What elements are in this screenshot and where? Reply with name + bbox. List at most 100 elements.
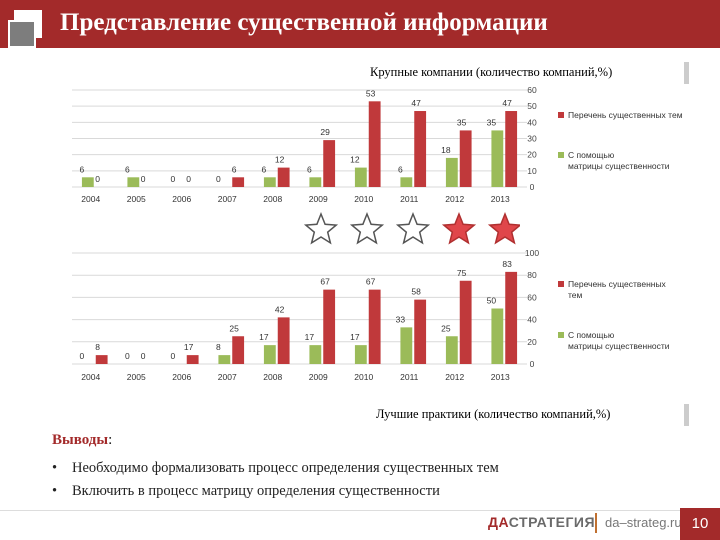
bullet-icon: • — [52, 460, 58, 476]
chart2-bar-green — [218, 355, 231, 364]
chart1-label-green: 35 — [487, 117, 497, 127]
chart1-bar-red — [414, 111, 427, 187]
chart1-label-red: 47 — [411, 98, 421, 108]
conclusion-item: • Необходимо формализовать процесс опреде… — [52, 460, 499, 483]
chart2-category: 2012 — [445, 372, 464, 382]
chart1-category: 2009 — [309, 194, 328, 204]
chart1-ytick: 30 — [527, 134, 537, 144]
logo-rest: СТРАТЕГИЯ — [508, 514, 596, 530]
star-filled-icon — [487, 212, 520, 245]
chart2-label-red: 67 — [320, 277, 330, 287]
chart1-label-red: 47 — [502, 98, 512, 108]
conclusion-item: • Включить в процесс матрицу определения … — [52, 483, 499, 506]
chart2-bar-red — [505, 271, 518, 364]
chart2-label-green: 50 — [487, 296, 497, 306]
chart2-ytick: 20 — [527, 337, 537, 347]
chart2-bar-green — [354, 345, 367, 364]
chart1-label-green: 6 — [79, 164, 84, 174]
chart1-bar-green — [309, 177, 322, 187]
chart1-label-red: 35 — [457, 117, 467, 127]
page-number: 10 — [680, 508, 720, 540]
chart1-ytick: 60 — [527, 85, 537, 95]
chart2-label-red: 8 — [95, 342, 100, 352]
chart1-bar-red — [277, 167, 290, 187]
chart1-label-red: 0 — [95, 174, 100, 184]
conclusion-text: Необходимо формализовать процесс определ… — [72, 460, 499, 476]
chart1-ytick: 20 — [527, 150, 537, 160]
chart1-bar-green — [491, 130, 504, 187]
rating-stars — [303, 212, 520, 245]
chart1-label-red: 6 — [232, 164, 237, 174]
star-outline-icon — [303, 212, 339, 245]
chart1-legend-label: С помощью матрицы существенности — [568, 150, 670, 171]
chart2-category: 2008 — [263, 372, 282, 382]
chart1-legend-label: Перечень существенных тем — [568, 110, 683, 120]
chart1-label-green: 6 — [125, 164, 130, 174]
chart2-label-red: 42 — [275, 304, 285, 314]
chart1-ytick: 0 — [530, 182, 535, 192]
star-outline-icon — [349, 212, 385, 245]
chart1-title-accent — [684, 62, 689, 84]
chart1-label-red: 53 — [366, 88, 376, 98]
page-title: Представление существенной информации — [60, 9, 548, 36]
chart1-category: 2007 — [218, 194, 237, 204]
conclusions-heading: Выводы: — [52, 432, 112, 449]
chart1-bar-green — [127, 177, 140, 187]
logo-square-gray — [8, 20, 36, 48]
chart2-label-red: 25 — [229, 323, 239, 333]
chart2-bar-red — [459, 280, 472, 364]
chart1-bar-red — [232, 177, 245, 187]
chart1-label-green: 6 — [398, 164, 403, 174]
chart2-label-green: 17 — [350, 332, 360, 342]
chart2-ytick: 0 — [530, 359, 535, 369]
chart1-title: Крупные компании (количество компаний,%) — [370, 65, 613, 79]
chart1-bar-green — [81, 177, 94, 187]
chart2-ytick: 60 — [527, 292, 537, 302]
chart1-label-green: 0 — [170, 174, 175, 184]
chart2-category: 2010 — [354, 372, 373, 382]
chart1-category: 2012 — [445, 194, 464, 204]
chart2-bar-green — [445, 336, 458, 364]
chart2-label-green: 17 — [259, 332, 269, 342]
chart2-bar-green — [309, 345, 322, 364]
chart1-bar-red — [323, 140, 336, 187]
chart1-label-green: 12 — [350, 155, 360, 165]
chart2-label-green: 0 — [79, 351, 84, 361]
chart2-bar-red — [95, 355, 108, 364]
chart1-label-red: 12 — [275, 155, 285, 165]
chart1-label-green: 6 — [261, 164, 266, 174]
chart2-category: 2013 — [491, 372, 510, 382]
chart1-category: 2004 — [81, 194, 100, 204]
chart1-category: 2013 — [491, 194, 510, 204]
chart2-label-red: 17 — [184, 342, 194, 352]
chart2-bar-green — [263, 345, 276, 364]
footer-divider — [0, 510, 720, 511]
chart1-label-green: 0 — [216, 174, 221, 184]
header-bar: Представление существенной информации — [0, 0, 720, 48]
chart1-bar-green — [354, 167, 367, 187]
chart1-label-red: 29 — [320, 127, 330, 137]
chart1-label-green: 6 — [307, 164, 312, 174]
chart1-ytick: 10 — [527, 166, 537, 176]
chart1-category: 2011 — [400, 194, 419, 204]
conclusions-colon: : — [108, 432, 113, 448]
chart2-category: 2005 — [127, 372, 146, 382]
chart2-category: 2004 — [81, 372, 100, 382]
chart2-legend-swatch — [558, 332, 564, 338]
chart2-ytick: 40 — [527, 315, 537, 325]
star-filled-icon — [441, 212, 477, 245]
chart2-label-green: 33 — [396, 314, 406, 324]
conclusions-list: • Необходимо формализовать процесс опреде… — [52, 460, 499, 506]
chart1-category: 2010 — [354, 194, 373, 204]
chart2-bar-red — [232, 336, 245, 364]
chart2-label-red: 83 — [502, 259, 512, 269]
chart2-category: 2009 — [309, 372, 328, 382]
chart2-title-accent — [684, 404, 689, 426]
chart2-bar-red — [414, 299, 427, 364]
chart2-bar-red — [323, 289, 336, 364]
bullet-icon: • — [52, 483, 58, 499]
chart2-label-green: 0 — [125, 351, 130, 361]
footer-separator — [595, 513, 597, 533]
chart1-bar-red — [505, 111, 518, 187]
